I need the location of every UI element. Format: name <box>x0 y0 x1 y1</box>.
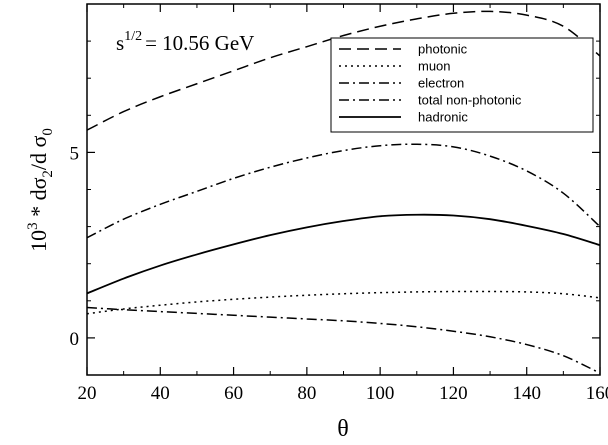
x-tick-label: 160 <box>586 383 608 404</box>
legend-label-muon: muon <box>418 59 451 74</box>
y-axis-title: 103 * dσ2/d σ0 <box>25 128 56 252</box>
x-axis-title: θ <box>337 416 349 442</box>
x-tick-label: 100 <box>366 383 395 404</box>
x-tick-label: 60 <box>224 383 243 404</box>
legend-label-electron: electron <box>418 76 464 91</box>
series-line-muon <box>87 290 600 315</box>
series-line-total-non-photonic <box>87 143 600 239</box>
axis-ticks: 20 40 60 80 100 120 140 160 0 5 <box>70 3 608 404</box>
series-line-hadronic <box>87 213 600 295</box>
y-tick-label: 0 <box>70 329 80 350</box>
legend-items: photonic muon electron total non-photonic ha… <box>339 42 522 125</box>
legend-label-hadronic: hadronic <box>418 110 468 125</box>
x-tick-label: 80 <box>297 383 316 404</box>
energy-annotation: s1/2 = 10.56 GeV <box>116 29 254 55</box>
legend: photonic muon electron total non-photonic ha… <box>330 37 594 133</box>
x-tick-label: 40 <box>151 383 170 404</box>
legend-label-photonic: photonic <box>418 42 468 57</box>
series-line-photonic <box>87 10 600 131</box>
plot-lines <box>87 10 600 374</box>
y-tick-label: 5 <box>70 143 80 164</box>
series-line-electron <box>87 306 600 374</box>
legend-label-total-non-photonic: total non-photonic <box>418 93 522 108</box>
x-tick-label: 120 <box>439 383 468 404</box>
x-tick-label: 140 <box>512 383 541 404</box>
x-tick-label: 20 <box>78 383 97 404</box>
